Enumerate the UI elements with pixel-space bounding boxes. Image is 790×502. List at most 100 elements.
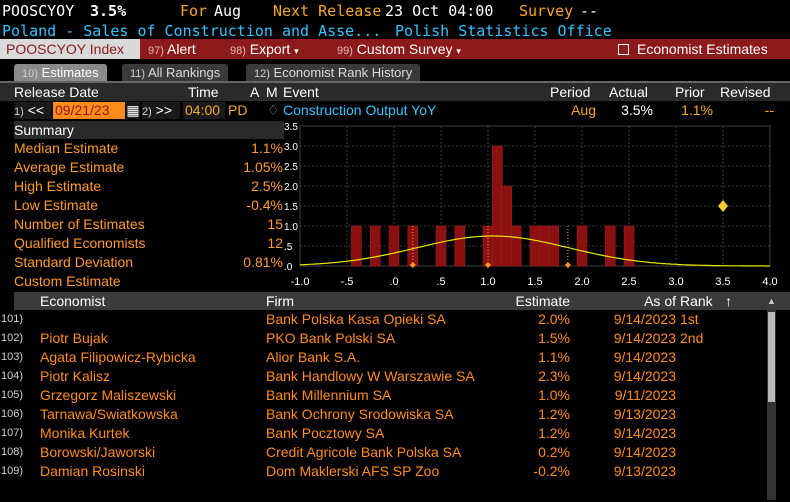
tab-estimates[interactable]: 10) Estimates	[14, 64, 107, 81]
y-tick-label: 3.5	[284, 122, 298, 133]
custom-survey-button[interactable]: 99) Custom Survey ▾	[337, 39, 461, 59]
x-tick-label: 1.0	[480, 276, 495, 288]
cell-rank: 1st	[680, 311, 699, 327]
prev-button[interactable]: 1) <<	[14, 102, 52, 119]
x-tick-label: 1.5	[527, 276, 542, 288]
economist-table: 101) Bank Polska Kasa Opieki SA 2.0% 9/14/2…	[1, 310, 790, 502]
th-rank[interactable]: Rank	[680, 293, 713, 309]
col-event[interactable]: Event	[283, 84, 319, 100]
cell-economist: Monika Kurtek	[40, 425, 130, 441]
x-tick-label: 4.0	[762, 276, 777, 288]
scroll-up-icon[interactable]: ▲	[767, 296, 776, 306]
sort-arrow-icon[interactable]: ↑	[725, 293, 732, 309]
histogram-bar	[435, 225, 447, 267]
table-row[interactable]: 109) Damian Rosinski Dom Maklerski AFS SP …	[1, 462, 780, 481]
event-prior: 1.1%	[681, 102, 713, 118]
scrollbar-thumb[interactable]	[768, 312, 775, 402]
histogram-bar	[454, 225, 466, 267]
col-revised[interactable]: Revised	[720, 84, 771, 100]
cell-as-of: 9/11/2023	[614, 387, 676, 403]
x-tick-label: 2.5	[621, 276, 636, 288]
y-tick-label: .0	[284, 262, 293, 273]
histogram-bar	[510, 225, 522, 267]
bell-icon[interactable]: ♢	[267, 102, 280, 118]
th-estimate[interactable]: Estimate	[515, 293, 570, 309]
th-economist[interactable]: Economist	[40, 293, 106, 309]
histogram-bar	[388, 225, 400, 267]
table-row[interactable]: 108) Borowski/Jaworski Credit Agricole Ban…	[1, 443, 780, 462]
event-name[interactable]: Construction Output YoY	[283, 102, 437, 118]
histogram-bar	[548, 225, 560, 267]
table-row[interactable]: 104) Piotr Kalisz Bank Handlowy W Warszawi…	[1, 367, 780, 386]
actual-value-marker	[718, 200, 728, 212]
tab-all-rankings[interactable]: 11) All Rankings	[122, 64, 229, 81]
release-date-input[interactable]: 09/21/23	[53, 102, 125, 119]
col-release-date[interactable]: Release Date	[14, 84, 99, 100]
cell-estimate: -0.2%	[533, 463, 570, 479]
summary-label: Number of Estimates	[14, 216, 145, 232]
col-prior[interactable]: Prior	[675, 84, 705, 100]
x-tick-label: -.5	[341, 276, 354, 288]
menu-bar: 97) Alert 98) Export ▾ 99) Custom Survey…	[0, 39, 790, 59]
calendar-icon[interactable]: ▦	[126, 102, 140, 119]
alert-button[interactable]: 97) Alert	[148, 39, 196, 59]
col-m[interactable]: M	[266, 84, 278, 100]
table-row[interactable]: 102) Piotr Bujak PKO Bank Polski SA 1.5% 9/1…	[1, 329, 780, 348]
row-number: 107)	[1, 427, 24, 439]
x-tick-label: 3.0	[668, 276, 683, 288]
stat-marker-diamond	[485, 262, 491, 268]
next-arrows: >>	[155, 102, 173, 118]
export-button[interactable]: 98) Export ▾	[230, 39, 299, 59]
row-number: 104)	[1, 370, 24, 382]
event-revised: --	[764, 102, 774, 118]
cell-as-of: 9/13/2023	[613, 463, 676, 479]
security-index-box[interactable]: POOSCYOY Index	[0, 39, 140, 59]
event-row: 1) << 09/21/23 ▦ 2) >> 04:00 PD ♢ Constr…	[0, 101, 790, 120]
cell-firm: Bank Pocztowy SA	[266, 425, 385, 441]
row-number: 109)	[1, 465, 24, 477]
event-column-headers: Release Date Time A M Event Period Actua…	[0, 83, 790, 101]
table-row[interactable]: 105) Grzegorz Maliszewski Bank Millennium …	[1, 386, 780, 405]
alert-shortcut: 97)	[148, 45, 164, 57]
col-time[interactable]: Time	[188, 84, 219, 100]
summary-value: 1.05%	[243, 159, 283, 175]
histogram-bar	[351, 225, 362, 267]
summary-label: Low Estimate	[14, 197, 99, 213]
table-row[interactable]: 107) Monika Kurtek Bank Pocztowy SA 1.2% 9/1…	[1, 424, 780, 443]
export-shortcut: 98)	[230, 45, 246, 57]
cell-estimate: 2.3%	[538, 368, 570, 384]
cell-economist: Piotr Bujak	[40, 330, 108, 346]
cell-estimate: 1.2%	[538, 425, 570, 441]
cell-firm: PKO Bank Polski SA	[266, 330, 396, 346]
table-row[interactable]: 103) Agata Filipowicz-Rybicka Alior Bank S…	[1, 348, 780, 367]
summary-label: Standard Deviation	[14, 254, 134, 270]
ticker-label: POOSCYOY	[2, 2, 75, 20]
th-firm[interactable]: Firm	[266, 293, 294, 309]
next-button[interactable]: 2) >>	[142, 102, 180, 119]
histogram-bar	[539, 225, 550, 267]
custom-survey-dropdown-icon: ▾	[456, 46, 461, 56]
external-link-icon	[618, 44, 629, 55]
economist-estimates-button[interactable]: Economist Estimates	[618, 39, 768, 59]
y-tick-label: 2.0	[284, 182, 298, 193]
col-period[interactable]: Period	[550, 84, 591, 100]
y-tick-label: 3.0	[284, 142, 298, 153]
cell-firm: Dom Maklerski AFS SP Zoo	[266, 463, 440, 479]
cell-economist: Borowski/Jaworski	[40, 444, 156, 460]
th-as-of[interactable]: As of	[644, 293, 676, 309]
y-tick-label: .5	[284, 242, 293, 253]
tab-economist-rank-history[interactable]: 12) Economist Rank History	[246, 64, 421, 81]
col-a[interactable]: A	[250, 84, 260, 100]
col-actual[interactable]: Actual	[609, 84, 648, 100]
prev-arrows: <<	[27, 102, 45, 118]
table-scrollbar[interactable]	[767, 310, 776, 500]
cell-estimate: 1.2%	[538, 406, 570, 422]
table-row[interactable]: 101) Bank Polska Kasa Opieki SA 2.0% 9/14/2…	[1, 310, 780, 329]
tab-rank-history-label: Economist Rank History	[273, 65, 413, 80]
row-number: 108)	[1, 446, 24, 458]
table-row[interactable]: 106) Tarnawa/Swiatkowska Bank Ochrony Srod…	[1, 405, 780, 424]
row-number: 101)	[1, 313, 24, 325]
series-description: Poland - Sales of Construction and Asse.…	[2, 22, 382, 40]
cell-estimate: 2.0%	[538, 311, 570, 327]
cell-firm: Bank Handlowy W Warszawie SA	[266, 368, 475, 384]
